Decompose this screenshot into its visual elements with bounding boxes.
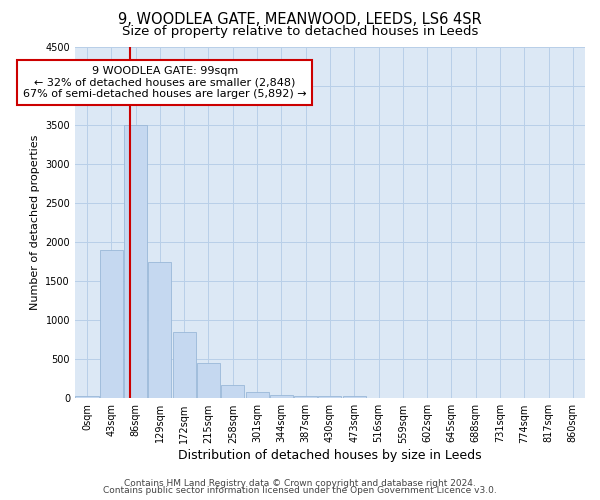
Bar	[197, 363, 220, 398]
X-axis label: Distribution of detached houses by size in Leeds: Distribution of detached houses by size …	[178, 450, 482, 462]
Bar	[319, 396, 341, 398]
Bar	[270, 395, 293, 398]
Bar	[245, 392, 269, 398]
Bar	[100, 250, 123, 398]
Text: Contains HM Land Registry data © Crown copyright and database right 2024.: Contains HM Land Registry data © Crown c…	[124, 478, 476, 488]
Text: 9, WOODLEA GATE, MEANWOOD, LEEDS, LS6 4SR: 9, WOODLEA GATE, MEANWOOD, LEEDS, LS6 4S…	[118, 12, 482, 28]
Text: 9 WOODLEA GATE: 99sqm
← 32% of detached houses are smaller (2,848)
67% of semi-d: 9 WOODLEA GATE: 99sqm ← 32% of detached …	[23, 66, 307, 99]
Y-axis label: Number of detached properties: Number of detached properties	[30, 134, 40, 310]
Bar	[76, 396, 98, 398]
Text: Contains public sector information licensed under the Open Government Licence v3: Contains public sector information licen…	[103, 486, 497, 495]
Bar	[221, 384, 244, 398]
Bar	[294, 396, 317, 398]
Text: Size of property relative to detached houses in Leeds: Size of property relative to detached ho…	[122, 25, 478, 38]
Bar	[124, 124, 147, 398]
Bar	[148, 262, 172, 398]
Bar	[343, 396, 366, 398]
Bar	[173, 332, 196, 398]
